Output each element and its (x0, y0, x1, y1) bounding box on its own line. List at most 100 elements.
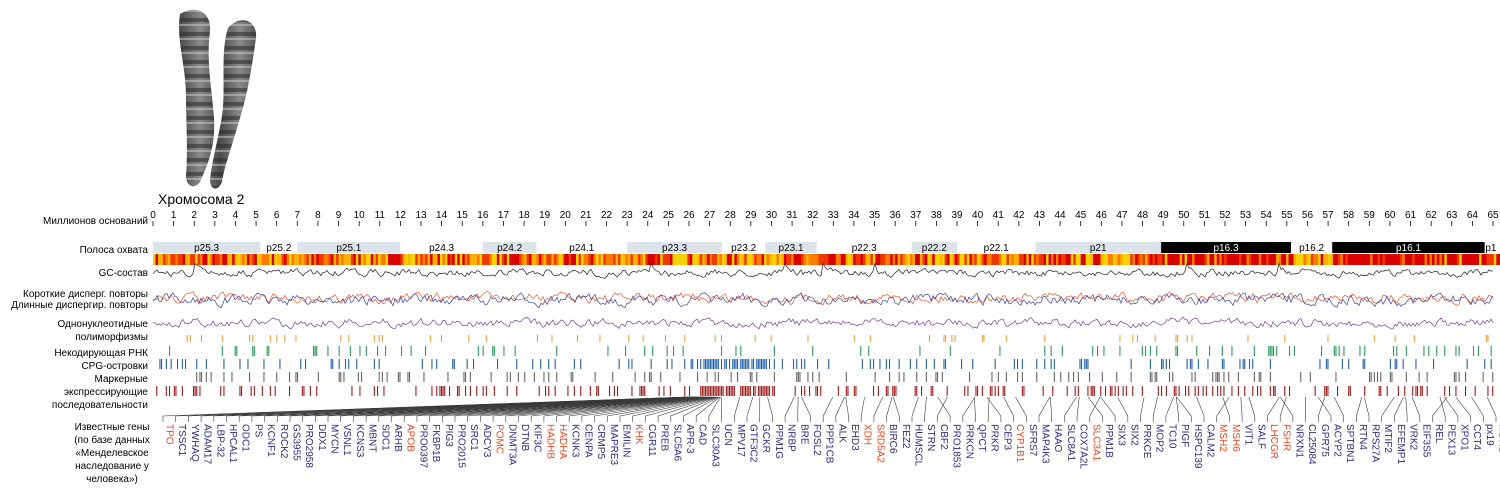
est-tick (1237, 386, 1239, 396)
density-cell (971, 254, 975, 265)
long-repeats-label: Длинные диспергир. повторы (11, 300, 148, 311)
est-tick (727, 386, 729, 396)
cpg-tick (1341, 359, 1343, 369)
density-cell (1016, 254, 1020, 265)
cpg-tick (759, 359, 761, 369)
gene-connector (607, 396, 715, 422)
est-tick (701, 386, 703, 396)
ncrna-tick (514, 346, 516, 356)
density-cell (823, 254, 827, 265)
est-tick (1111, 386, 1113, 396)
cpg-tick (177, 359, 179, 369)
cpg-tick (725, 359, 727, 369)
density-cell (251, 254, 255, 265)
cpg-tick (690, 359, 692, 369)
density-cell (1295, 254, 1299, 265)
density-cell (1038, 254, 1042, 265)
marker-tick (463, 372, 465, 382)
density-cell (1464, 254, 1468, 265)
ncrna-tick (1477, 346, 1479, 356)
density-cell (833, 254, 837, 265)
snp-tick (1044, 335, 1046, 342)
ncrna-tick (313, 346, 315, 356)
density-cell (731, 254, 735, 265)
marker-tick (465, 372, 467, 382)
density-cell (1051, 254, 1054, 265)
est-tick (181, 386, 183, 396)
density-cell (947, 254, 950, 265)
density-cell (1375, 254, 1378, 265)
band-label: p22.3 (852, 243, 877, 254)
ncrna-tick (1321, 346, 1323, 356)
density-cell (313, 254, 317, 265)
density-cell (966, 254, 970, 265)
density-cell (244, 254, 248, 265)
est-tick (754, 386, 756, 396)
bands-label: Полоса охвата (80, 245, 149, 256)
density-cell (687, 254, 691, 265)
gene-label-nrbp: NRBP (786, 424, 797, 452)
est-tick (740, 386, 742, 396)
density-cell (207, 254, 211, 265)
snp-tick (201, 335, 203, 342)
gene-label-ppp1cb: PPP1CB (824, 424, 835, 464)
density-cell (939, 254, 943, 265)
cpg-tick (1223, 359, 1225, 369)
est-tick (741, 386, 743, 396)
gene-connector (530, 396, 710, 422)
density-cell (932, 254, 936, 265)
gene-connector (429, 396, 703, 422)
density-cell (1328, 254, 1331, 265)
marker-tick (378, 372, 380, 382)
marker-tick (570, 372, 572, 382)
cpg-tick (1396, 359, 1398, 369)
est-tick (545, 386, 547, 396)
density-cell (1149, 254, 1153, 265)
gene-label-mtif2: MTIF2 (1382, 424, 1393, 453)
cpg-tick (247, 359, 249, 369)
density-cell (1293, 254, 1297, 265)
density-cell (783, 254, 787, 265)
density-cell (1046, 254, 1049, 265)
est-tick (764, 386, 766, 396)
gene-connector (987, 396, 990, 422)
snp-tick (1177, 335, 1179, 342)
band-label: p23.3 (662, 243, 687, 254)
density-cell (432, 254, 436, 265)
cpg-tick (945, 359, 947, 369)
marker-tick (1149, 372, 1151, 382)
band-label: p25.3 (194, 243, 219, 254)
gene-label-rock2: ROCK2 (278, 424, 289, 459)
density-cell (1469, 254, 1472, 265)
marker-tick (397, 372, 399, 382)
cpg-tick (1081, 359, 1083, 369)
est-tick (1105, 386, 1107, 396)
gene-connector (619, 396, 715, 422)
gene-label-cad: CAD (697, 424, 708, 445)
density-cell (937, 254, 941, 265)
cpg-tick (330, 359, 332, 369)
gene-label-xdh: XDH (862, 424, 873, 445)
density-cell (556, 254, 560, 265)
snp-tick (714, 335, 716, 342)
est-tick (1492, 386, 1494, 396)
density-cell (254, 254, 258, 265)
ncrna-tick (556, 346, 558, 356)
density-cell (333, 254, 337, 265)
density-cell (308, 254, 312, 265)
est-tick (538, 386, 540, 396)
gene-label-fosl2: FOSL2 (811, 424, 822, 456)
est-tick (1093, 386, 1095, 396)
scale-tick-label: 34 (848, 210, 860, 221)
density-cell (1083, 254, 1087, 265)
marker-tick (679, 372, 681, 382)
gene-connector (568, 396, 712, 422)
gene-label-fshr: FSHR (1281, 424, 1292, 451)
density-cell (469, 254, 473, 265)
gene-label-mpv17: MPV17 (735, 424, 746, 457)
cpg-tick (1130, 359, 1132, 369)
density-cell (739, 254, 743, 265)
density-cell (969, 254, 973, 265)
band-label: p23.2 (731, 243, 756, 254)
cpg-tick (1244, 359, 1246, 369)
